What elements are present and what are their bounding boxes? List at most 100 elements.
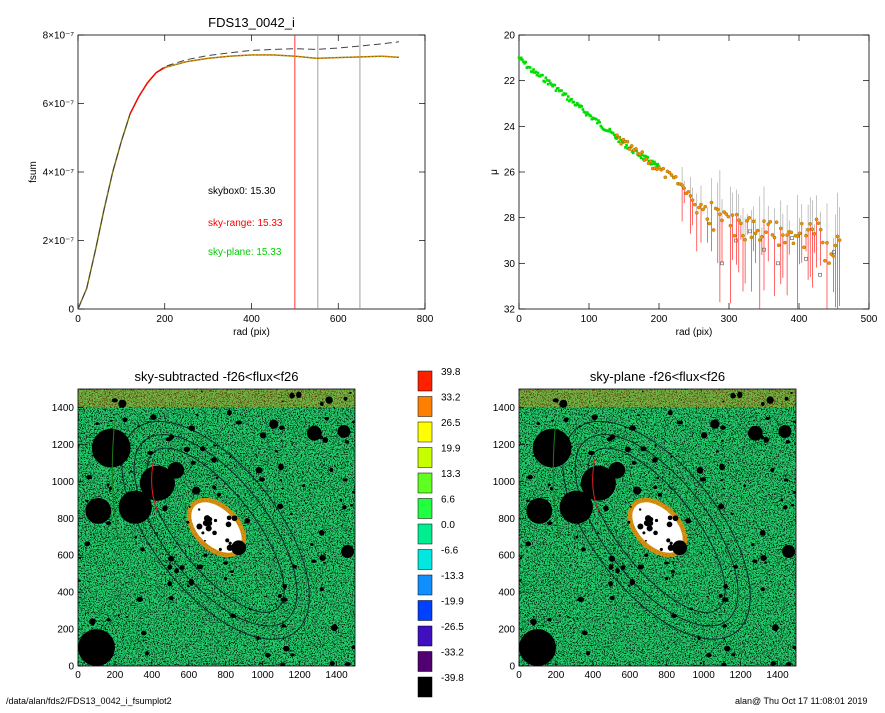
mask-small <box>223 576 228 581</box>
mu-point-orange <box>615 133 619 138</box>
mask-circle <box>341 545 355 558</box>
mask-small <box>188 425 195 431</box>
y-tick-label: 26 <box>504 168 516 179</box>
mask-small <box>212 485 217 490</box>
mu-point-green <box>532 68 535 71</box>
mask-small <box>760 401 765 406</box>
mask-small <box>140 547 145 552</box>
mask-small <box>318 529 325 536</box>
series-point-orange <box>301 56 304 58</box>
mu-point-grey <box>762 247 766 252</box>
mask-circle <box>78 629 115 666</box>
mask-small <box>352 490 355 494</box>
mask-small <box>329 467 334 473</box>
colorbar-swatch <box>417 549 433 570</box>
mu-point-orange <box>781 233 785 237</box>
mu-point-orange <box>825 240 829 245</box>
mask-small <box>609 434 616 440</box>
mask-small <box>167 564 173 570</box>
y-tick-label: 8×10⁻⁷ <box>43 31 75 42</box>
colorbar-label: 39.8 <box>441 367 461 378</box>
series-point-orange <box>181 61 184 64</box>
colorbar-label: 19.9 <box>441 444 461 455</box>
core-mask <box>207 517 213 522</box>
colorbar-swatch <box>417 396 433 417</box>
x-tick-label: 1000 <box>252 670 275 681</box>
series-point-orange <box>380 55 383 58</box>
mask-small <box>244 517 251 524</box>
mask-small <box>638 508 642 511</box>
mask-small <box>714 556 717 559</box>
mu-point-orange <box>680 183 684 187</box>
mu-point-orange <box>657 165 661 170</box>
mask-circle <box>710 419 720 429</box>
mask-small <box>323 561 327 564</box>
mu-point-green <box>546 82 550 86</box>
mu-point-orange <box>734 212 739 217</box>
mu-point-green <box>531 70 534 74</box>
mask-circle <box>139 465 175 501</box>
mask-small <box>721 439 724 443</box>
mask-small <box>150 414 157 421</box>
mask-small <box>248 608 253 611</box>
mask-small <box>763 436 770 443</box>
mu-point-green <box>586 111 589 114</box>
mask-small <box>549 486 553 491</box>
x-tick-label: 1400 <box>325 670 348 681</box>
mask-small <box>702 544 705 546</box>
mask-small <box>331 624 338 632</box>
mask-small <box>229 455 232 458</box>
mask-small <box>671 613 678 618</box>
mu-point-orange <box>629 144 634 148</box>
mask-small <box>670 570 676 573</box>
mask-small <box>644 540 647 542</box>
mu-point-orange <box>619 142 624 146</box>
y-tick-label: 1200 <box>52 440 75 451</box>
colorbar-swatch <box>417 574 433 596</box>
mask-small <box>101 624 104 627</box>
mu-point-orange <box>667 170 672 175</box>
mask-small <box>581 547 586 552</box>
mask-small <box>551 419 554 422</box>
mu-point-grey <box>818 272 822 277</box>
mask-small <box>582 630 588 636</box>
y-tick-label: 1000 <box>493 477 516 488</box>
mask-small <box>349 392 352 394</box>
core-mask <box>646 525 653 532</box>
mask-small <box>277 503 284 510</box>
mask-small <box>216 492 222 497</box>
mu-point-green <box>550 83 553 86</box>
x-tick-label: 200 <box>548 670 565 681</box>
mu-point-green <box>584 113 588 117</box>
mask-circle <box>306 425 322 441</box>
mu-point-green <box>577 103 580 106</box>
mask-small <box>543 637 551 645</box>
image-title: sky-plane -f26<flux<f26 <box>590 369 725 384</box>
x-axis-label: rad (pix) <box>233 327 270 338</box>
mask-small <box>667 410 673 416</box>
mask-small <box>783 505 788 510</box>
series-point-orange <box>333 56 336 59</box>
mask-small <box>697 636 701 641</box>
mu-point-green <box>611 131 615 135</box>
series-point-orange <box>326 57 329 59</box>
mask-small <box>652 457 658 463</box>
x-tick-label: 600 <box>330 314 347 325</box>
mask-circle <box>532 428 572 468</box>
mu-point-orange <box>753 231 758 236</box>
mask-small <box>578 425 582 428</box>
mask-small <box>136 506 142 513</box>
colorbar-label: -39.8 <box>441 673 464 684</box>
mu-point-green <box>556 86 560 90</box>
mu-point-orange <box>739 221 743 226</box>
mu-point-green <box>598 120 601 124</box>
y-tick-label: 200 <box>57 625 74 636</box>
core-mask <box>226 515 232 521</box>
mask-small <box>289 392 295 399</box>
mask-small <box>792 645 796 649</box>
mu-point-green <box>635 149 638 153</box>
mask-small <box>125 616 129 618</box>
mask-small <box>78 579 81 582</box>
mu-point-orange <box>821 240 825 245</box>
mask-small <box>274 450 278 453</box>
